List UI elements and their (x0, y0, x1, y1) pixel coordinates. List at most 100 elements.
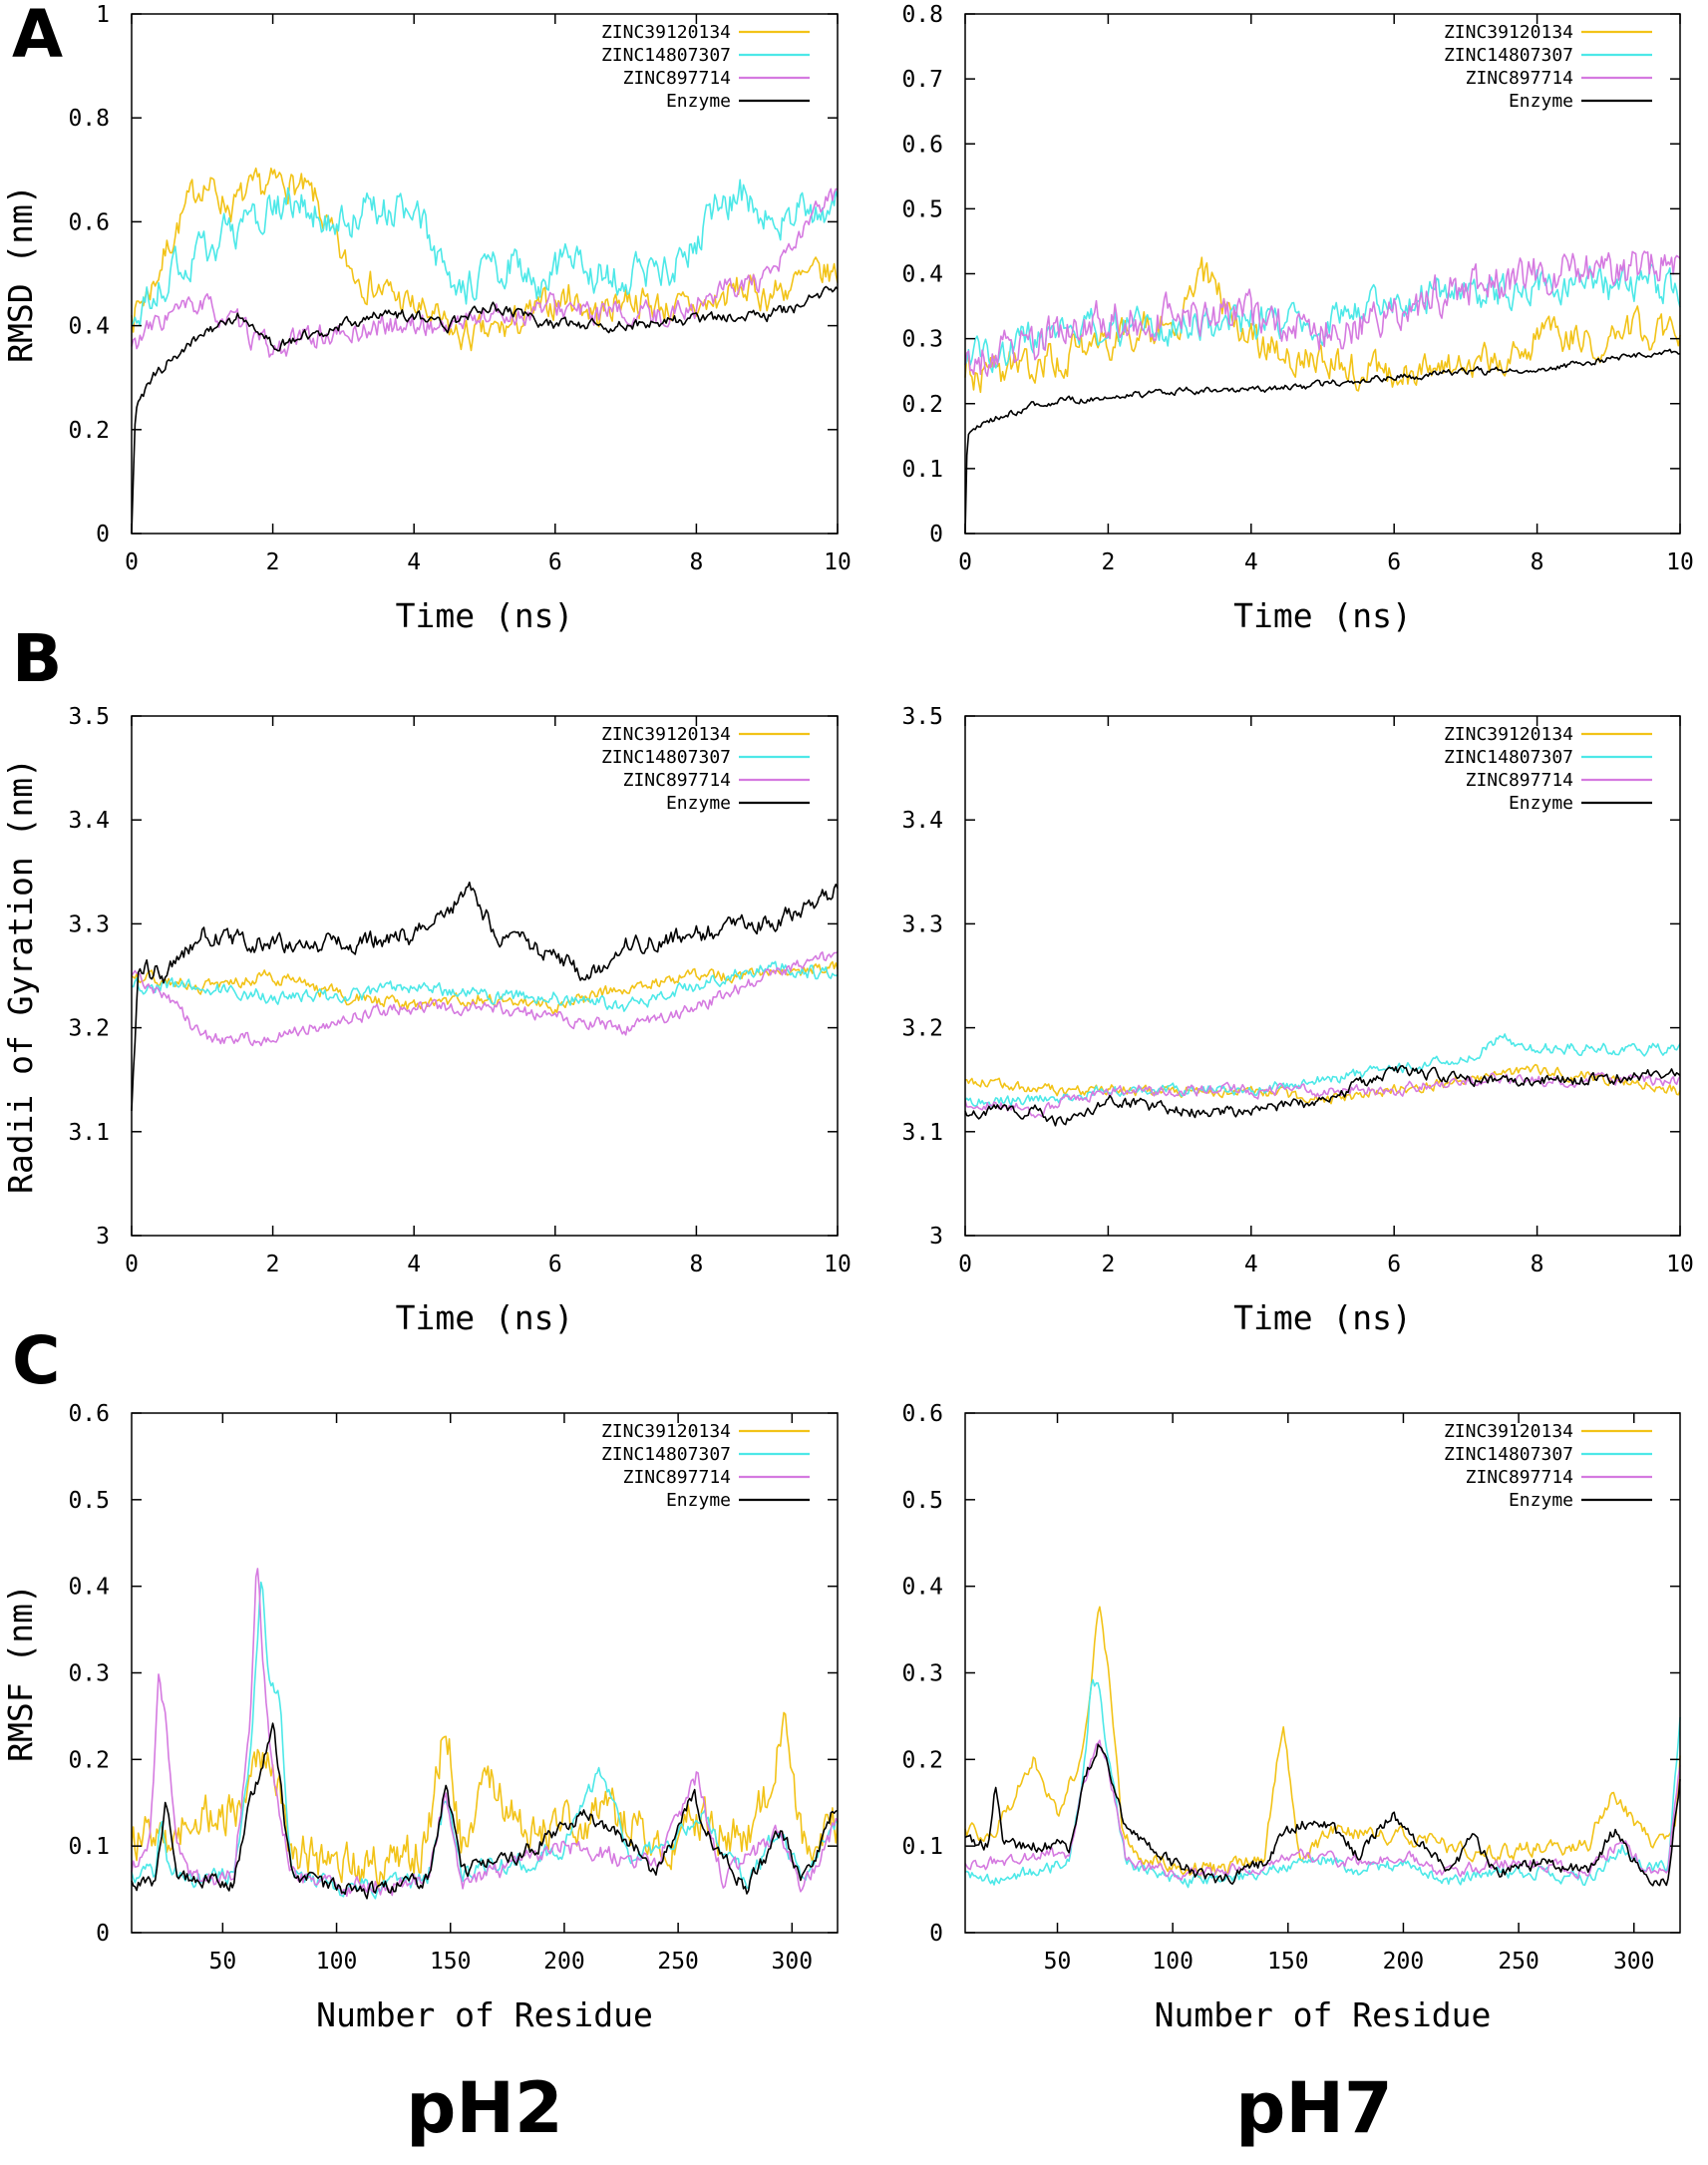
x-tick-label: 100 (316, 1949, 358, 1975)
series-line-zinc39120134 (131, 1711, 839, 1888)
x-tick-label: 150 (430, 1949, 472, 1975)
x-tick-label: 4 (1244, 1252, 1258, 1277)
y-tick-label: 3.3 (68, 911, 110, 937)
plot-frame (964, 715, 1681, 1237)
x-tick-label: 2 (266, 1252, 280, 1277)
series-line-zinc897714 (964, 1739, 1681, 1881)
y-tick-label: 0.4 (901, 262, 943, 288)
series-line-zinc14807307 (131, 179, 839, 327)
y-axis-title: RMSF (nm) (1, 1584, 40, 1762)
x-tick-label: 8 (689, 549, 703, 575)
x-tick-label: 200 (1383, 1949, 1425, 1975)
series-group (964, 1606, 1681, 1889)
x-tick-label: 0 (125, 549, 139, 575)
series-line-enzyme (964, 1065, 1681, 1127)
x-tick-label: 0 (958, 549, 972, 575)
y-tick-label: 1 (96, 2, 110, 28)
y-tick-label: 3.3 (901, 911, 943, 937)
y-tick-label: 0.3 (901, 327, 943, 353)
panel-letter-b: B (12, 620, 62, 697)
legend-label: Enzyme (666, 1490, 731, 1511)
y-tick-label: 3.1 (901, 1120, 943, 1146)
series-line-zinc897714 (964, 250, 1681, 377)
series-group (131, 1568, 839, 1900)
y-tick-label: 3.4 (901, 808, 943, 834)
series-line-zinc14807307 (964, 1678, 1681, 1889)
x-tick-label: 50 (209, 1949, 237, 1975)
x-tick-label: 6 (1387, 1252, 1401, 1277)
series-line-enzyme (131, 1722, 839, 1900)
series-line-zinc897714 (964, 1071, 1681, 1119)
legend-label: ZINC14807307 (601, 747, 731, 768)
legend-label: ZINC39120134 (1444, 1421, 1573, 1442)
legend-label: ZINC14807307 (601, 1444, 731, 1465)
y-tick-label: 3 (96, 1224, 110, 1250)
series-line-zinc897714 (131, 1568, 839, 1898)
series-line-zinc14807307 (964, 263, 1681, 374)
legend-label: ZINC897714 (1466, 1467, 1573, 1488)
x-tick-label: 2 (1101, 1252, 1115, 1277)
x-tick-label: 6 (548, 1252, 562, 1277)
legend-label: ZINC897714 (623, 68, 731, 89)
y-tick-label: 3.5 (68, 704, 110, 730)
y-axis-title: Radii of Gyration (nm) (1, 758, 40, 1194)
x-tick-label: 300 (1613, 1949, 1655, 1975)
y-tick-label: 3.5 (901, 704, 943, 730)
panel-letter-c: C (12, 1322, 60, 1399)
chart-rmsd-ph7: 0 0.1 0.2 0.3 0.4 0.5 0.6 0.7 0.8 0 2 4 6 8 10 Time (ns… (901, 2, 1693, 635)
legend-label: ZINC897714 (623, 770, 731, 791)
series-line-zinc39120134 (131, 167, 839, 352)
y-tick-label: 3.2 (901, 1016, 943, 1042)
x-tick-label: 250 (1498, 1949, 1539, 1975)
y-tick-label: 0.1 (68, 1834, 110, 1860)
y-tick-label: 0 (96, 1921, 110, 1947)
x-tick-label: 250 (657, 1949, 699, 1975)
legend-label: ZINC39120134 (601, 22, 731, 43)
x-tick-label: 2 (1101, 549, 1115, 575)
x-tick-label: 4 (1244, 549, 1258, 575)
series-line-enzyme (131, 881, 839, 1112)
x-tick-label: 50 (1044, 1949, 1072, 1975)
y-tick-label: 0 (929, 522, 943, 547)
legend-label: ZINC14807307 (1444, 747, 1573, 768)
x-axis-title: Number of Residue (1155, 1995, 1492, 2034)
legend-label: ZINC39120134 (601, 724, 731, 745)
x-tick-label: 10 (824, 549, 852, 575)
legend-label: ZINC39120134 (1444, 22, 1573, 43)
series-line-zinc39120134 (131, 960, 839, 1016)
legend-label: Enzyme (666, 91, 731, 112)
y-tick-label: 0.2 (901, 1747, 943, 1773)
x-tick-label: 6 (548, 549, 562, 575)
x-tick-label: 8 (689, 1252, 703, 1277)
series-line-enzyme (964, 348, 1681, 535)
y-tick-label: 0.6 (68, 209, 110, 235)
y-tick-label: 0.6 (901, 132, 943, 158)
legend-label: ZINC14807307 (601, 45, 731, 66)
y-tick-label: 0.3 (901, 1661, 943, 1687)
y-axis-title: RMSD (nm) (1, 184, 40, 363)
legend-label: ZINC14807307 (1444, 45, 1573, 66)
y-tick-label: 0.2 (68, 1747, 110, 1773)
y-tick-label: 0.6 (68, 1401, 110, 1427)
y-tick-label: 0.8 (68, 106, 110, 132)
series-line-enzyme (131, 285, 839, 535)
column-label-ph7: pH7 (1235, 2067, 1392, 2149)
chart-rg-ph2: 3 3.1 3.2 3.3 3.4 3.5 0 2 4 6 8 10 Time (ns) Radii of… (1, 704, 852, 1337)
legend-label: Enzyme (1509, 91, 1573, 112)
y-tick-label: 3 (929, 1224, 943, 1250)
y-tick-label: 0.5 (901, 1488, 943, 1514)
legend-label: Enzyme (1509, 793, 1573, 814)
y-tick-label: 0.7 (901, 67, 943, 93)
y-tick-label: 0.4 (901, 1575, 943, 1601)
y-tick-label: 0.1 (901, 457, 943, 483)
chart-rmsf-ph7: 0 0.1 0.2 0.3 0.4 0.5 0.6 50 100 150 200 250 300 Numb… (901, 1401, 1681, 2034)
x-axis-title: Time (ns) (396, 596, 574, 635)
y-tick-label: 3.1 (68, 1120, 110, 1146)
legend-label: ZINC39120134 (601, 1421, 731, 1442)
x-tick-label: 2 (266, 549, 280, 575)
series-group (131, 167, 839, 535)
y-tick-label: 3.4 (68, 808, 110, 834)
